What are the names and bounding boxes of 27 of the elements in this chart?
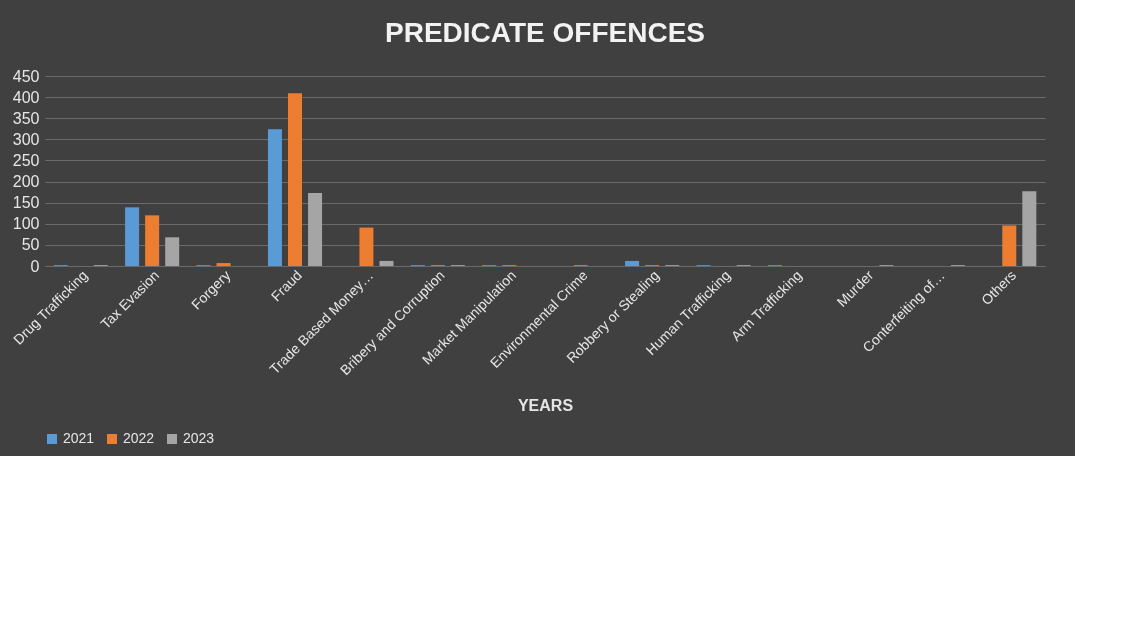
bar xyxy=(308,192,323,266)
x-axis-title: YEARS xyxy=(517,396,574,414)
legend-label: 2022 xyxy=(123,430,155,446)
y-tick-label: 0 xyxy=(30,257,40,275)
bar xyxy=(267,129,282,266)
bar xyxy=(288,93,302,266)
bar xyxy=(165,237,180,266)
y-tick-label: 300 xyxy=(12,130,40,148)
y-tick-label: 250 xyxy=(12,151,40,169)
y-tick-label: 150 xyxy=(12,194,40,212)
y-tick-label: 350 xyxy=(12,109,40,127)
bar xyxy=(625,260,640,266)
bar xyxy=(379,260,394,266)
bar xyxy=(359,227,374,266)
legend-label: 2021 xyxy=(63,430,95,446)
y-tick-label: 200 xyxy=(12,173,40,191)
bar xyxy=(216,263,231,266)
chart-title: PREDICATE OFFENCES xyxy=(385,17,705,48)
y-tick-label: 50 xyxy=(21,236,40,254)
bar xyxy=(125,207,140,266)
y-tick-label: 400 xyxy=(12,88,40,106)
y-tick-label: 100 xyxy=(12,215,40,233)
bar xyxy=(1022,191,1037,266)
bar xyxy=(145,215,160,266)
y-tick-label: 450 xyxy=(12,67,40,85)
legend-label: 2023 xyxy=(183,430,215,446)
bar xyxy=(1002,225,1017,266)
